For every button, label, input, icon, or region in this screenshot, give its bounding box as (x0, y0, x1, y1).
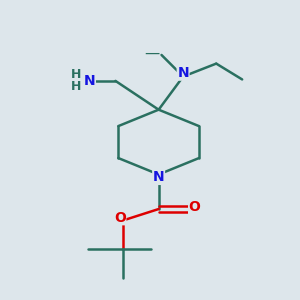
Text: N: N (153, 170, 164, 184)
Text: —: — (144, 46, 159, 61)
Text: N: N (84, 74, 95, 88)
Text: N: N (177, 66, 189, 80)
Text: O: O (114, 211, 126, 225)
Text: H: H (71, 80, 82, 93)
Text: H: H (71, 68, 82, 81)
Text: O: O (189, 200, 201, 214)
